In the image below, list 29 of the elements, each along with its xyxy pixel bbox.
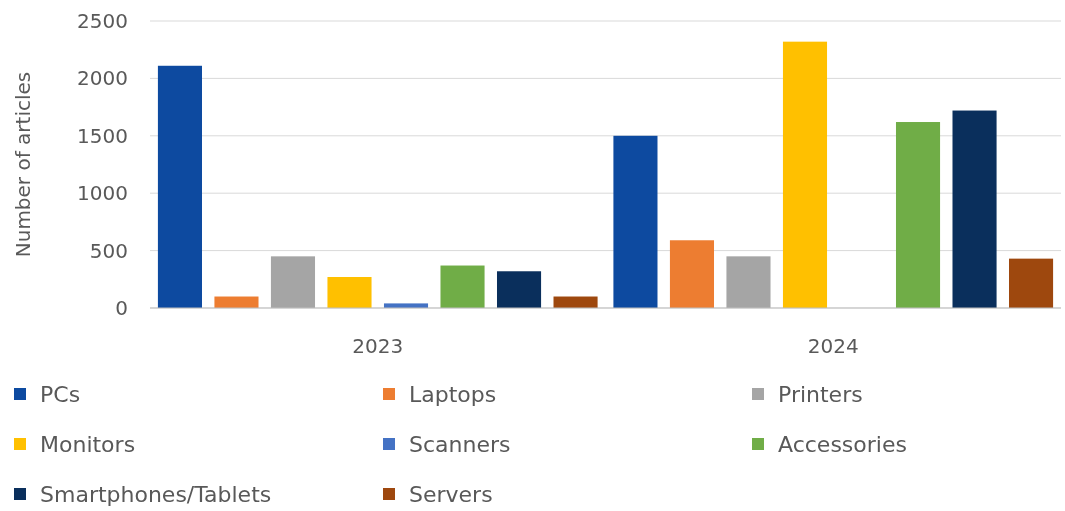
bar bbox=[496, 271, 542, 308]
y-tick-label: 2000 bbox=[77, 66, 128, 91]
bar bbox=[1009, 258, 1054, 308]
y-tick-label: 1000 bbox=[77, 181, 128, 206]
y-tick-label: 0 bbox=[115, 296, 128, 320]
legend-label: Laptops bbox=[409, 381, 497, 407]
legend-label: Scanners bbox=[409, 431, 511, 457]
bar bbox=[895, 122, 941, 308]
bar bbox=[952, 110, 997, 308]
bar bbox=[669, 240, 715, 308]
bar bbox=[440, 265, 485, 308]
legend-label: Smartphones/Tablets bbox=[40, 481, 272, 507]
legend-label: PCs bbox=[40, 381, 81, 407]
y-tick-label: 2500 bbox=[77, 9, 128, 33]
y-tick-label: 500 bbox=[89, 238, 128, 263]
legend-label: Servers bbox=[409, 481, 493, 507]
bar bbox=[782, 41, 828, 308]
legend-label: Accessories bbox=[778, 431, 907, 457]
x-tick-label: 2024 bbox=[807, 334, 859, 358]
bar bbox=[726, 256, 771, 308]
x-tick-label: 2023 bbox=[352, 334, 404, 358]
bar bbox=[270, 256, 316, 308]
y-tick-label: 1500 bbox=[77, 123, 128, 148]
bar bbox=[613, 135, 658, 308]
bar bbox=[157, 65, 202, 308]
legend-label: Monitors bbox=[40, 431, 136, 457]
y-axis-title: Number of articles bbox=[11, 71, 35, 258]
legend-label: Printers bbox=[778, 381, 863, 407]
bar bbox=[327, 277, 372, 308]
